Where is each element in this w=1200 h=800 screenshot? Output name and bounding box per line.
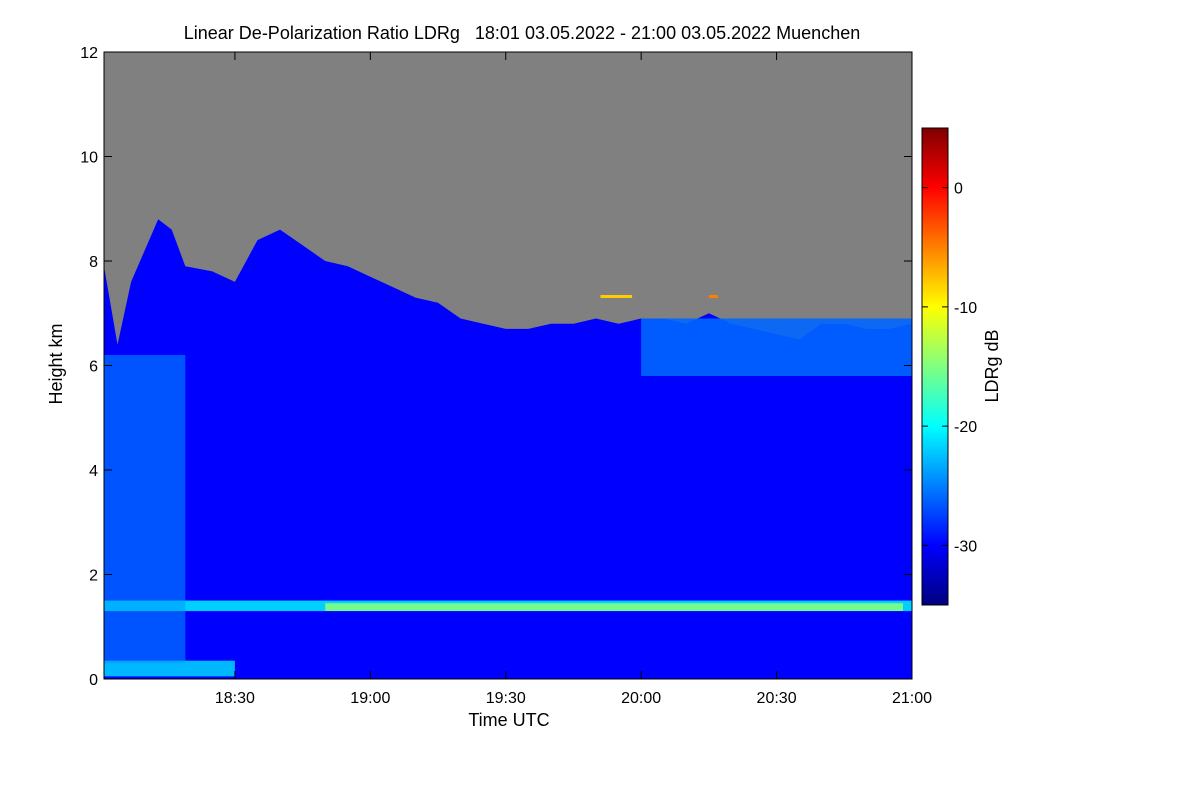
colorbar-label: LDRg dB	[982, 329, 1002, 402]
x-tick-label: 19:30	[486, 690, 526, 707]
y-tick-label: 12	[80, 45, 98, 62]
layer-near-surface	[104, 660, 235, 677]
layer-fall-streaks	[104, 355, 186, 664]
x-tick-label: 19:00	[350, 690, 390, 707]
streak-0	[600, 295, 633, 298]
y-axis-label: Height km	[46, 323, 66, 404]
layer-upper-cloud-edge	[641, 318, 912, 376]
x-tick-label: 18:30	[215, 690, 255, 707]
y-tick-label: 8	[89, 254, 98, 271]
chart-title: Linear De-Polarization Ratio LDRg 18:01 …	[184, 23, 860, 43]
y-tick-label: 0	[89, 672, 98, 689]
y-tick-label: 4	[89, 463, 98, 480]
colorbar-tick-label: 0	[954, 181, 963, 198]
y-tick-label: 6	[89, 359, 98, 376]
colorbar-ticks: 0 -10 -20 -30	[922, 181, 977, 555]
x-tick-label: 21:00	[892, 690, 932, 707]
plot-area	[104, 52, 912, 679]
colorbar	[921, 127, 949, 606]
colorbar-tick-label: -10	[954, 300, 977, 317]
y-tick-label: 10	[80, 150, 98, 167]
colorbar-tick-label: -20	[954, 419, 977, 436]
x-axis: 18:30 19:00 19:30 20:00 20:30 21:00	[215, 52, 932, 707]
colorbar-tick-label: -30	[954, 538, 977, 555]
y-tick-label: 2	[89, 568, 98, 585]
x-tick-label: 20:00	[621, 690, 661, 707]
streak-1	[708, 295, 718, 298]
x-axis-label: Time UTC	[468, 710, 549, 730]
y-axis: 0 2 4 6 8 10 12	[80, 45, 912, 689]
x-tick-label: 20:30	[757, 690, 797, 707]
layer-boundary-layer-core	[325, 603, 903, 611]
